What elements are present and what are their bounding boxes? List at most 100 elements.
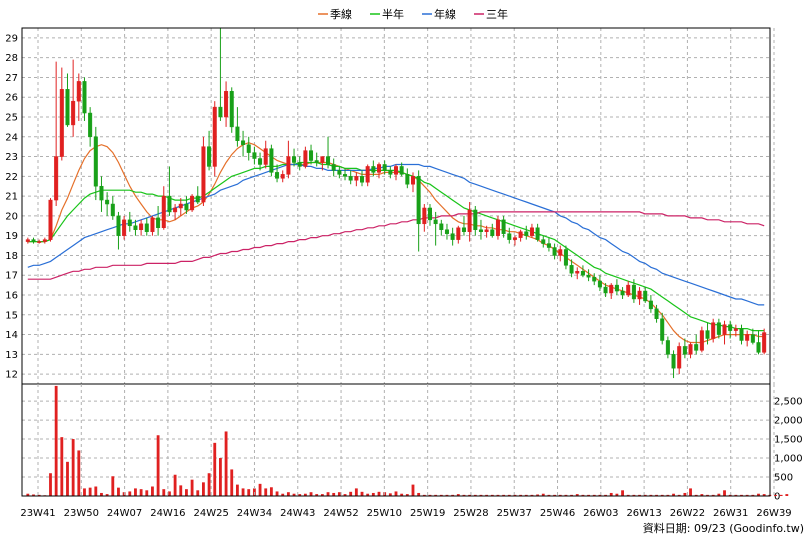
x-tick-label: 25W10 bbox=[367, 508, 402, 519]
volume-bar bbox=[422, 494, 426, 496]
volume-bar bbox=[286, 492, 290, 496]
candle-body bbox=[405, 174, 410, 185]
volume-bar bbox=[32, 494, 35, 496]
volume-bar bbox=[451, 494, 455, 496]
candle-body bbox=[258, 158, 263, 165]
volume-bar bbox=[224, 431, 228, 496]
volume-bar bbox=[388, 493, 392, 496]
x-tick-label: 24W16 bbox=[150, 508, 185, 519]
volume-bar bbox=[71, 439, 75, 496]
candle-body bbox=[643, 290, 648, 302]
candle-body bbox=[529, 227, 534, 236]
candle-body bbox=[139, 223, 144, 230]
candle-body bbox=[224, 91, 229, 118]
volume-bar bbox=[190, 479, 194, 496]
candle-body bbox=[167, 195, 172, 213]
candle-body bbox=[229, 91, 234, 128]
candle-body bbox=[660, 318, 665, 341]
volume-bar bbox=[207, 473, 211, 496]
price-plot-frame bbox=[21, 27, 771, 385]
volume-frame-border bbox=[21, 383, 771, 497]
volume-bar bbox=[575, 494, 579, 496]
candle-body bbox=[597, 280, 602, 288]
candle-body bbox=[161, 195, 166, 229]
volume-tick-label: 0 bbox=[774, 492, 780, 503]
volume-bar bbox=[139, 489, 143, 496]
candle-body bbox=[116, 215, 121, 236]
volume-bar bbox=[740, 494, 743, 496]
candle-body bbox=[592, 276, 597, 282]
price-tick-label: 27 bbox=[5, 73, 18, 84]
volume-bar bbox=[309, 492, 313, 496]
volume-bar bbox=[541, 493, 545, 496]
volume-tick-label: 500 bbox=[774, 473, 793, 484]
candle-body bbox=[688, 344, 693, 355]
candle-body bbox=[269, 148, 274, 173]
candle-body bbox=[326, 156, 331, 165]
candle-body bbox=[762, 332, 767, 353]
candle-body bbox=[478, 229, 483, 232]
candle-body bbox=[263, 148, 268, 165]
candle-body bbox=[609, 284, 614, 294]
volume-bar bbox=[281, 493, 285, 496]
candle-body bbox=[705, 330, 710, 339]
price-tick-label: 19 bbox=[5, 231, 18, 242]
candle-body bbox=[569, 265, 574, 274]
candle-body bbox=[694, 344, 699, 351]
candle-body bbox=[524, 231, 529, 236]
volume-bar bbox=[468, 494, 472, 496]
price-tick-label: 29 bbox=[5, 33, 18, 44]
x-tick-label: 24W43 bbox=[280, 508, 315, 519]
volume-bar bbox=[649, 494, 653, 496]
volume-bar bbox=[315, 494, 319, 496]
volume-bar bbox=[779, 494, 783, 496]
volume-bar bbox=[179, 485, 183, 496]
volume-bar bbox=[485, 494, 489, 496]
volume-bar bbox=[711, 494, 715, 496]
volume-bar bbox=[411, 484, 415, 496]
volume-bar bbox=[519, 494, 523, 496]
candle-body bbox=[82, 81, 87, 114]
volume-bar bbox=[343, 494, 347, 496]
volume-bar bbox=[326, 492, 330, 496]
candle-body bbox=[190, 195, 195, 211]
volume-bar bbox=[717, 493, 721, 496]
candle-body bbox=[467, 209, 472, 232]
volume-bar bbox=[275, 491, 279, 496]
volume-bar bbox=[196, 490, 200, 496]
x-tick-label: 25W37 bbox=[497, 508, 532, 519]
price-tick-label: 14 bbox=[5, 330, 18, 341]
ma-line bbox=[27, 211, 765, 280]
volume-bar bbox=[213, 442, 217, 496]
volume-bar bbox=[734, 494, 738, 496]
volume-bar bbox=[638, 494, 641, 496]
candle-body bbox=[354, 176, 359, 181]
candle-body bbox=[377, 164, 382, 173]
candle-body bbox=[297, 162, 302, 167]
volume-bar bbox=[626, 494, 630, 496]
candle-body bbox=[422, 207, 427, 225]
candle-body bbox=[241, 140, 246, 145]
candle-body bbox=[309, 150, 314, 161]
volume-bar bbox=[677, 494, 681, 496]
x-tick-label: 26W03 bbox=[583, 508, 618, 519]
volume-bar bbox=[513, 494, 517, 496]
volume-bar bbox=[570, 494, 574, 496]
candle-body bbox=[552, 247, 557, 256]
volume-bar bbox=[405, 494, 409, 496]
candle-body bbox=[671, 354, 676, 369]
volume-tick-label: 2,000 bbox=[774, 416, 803, 427]
volume-bar bbox=[479, 494, 483, 496]
volume-bar bbox=[168, 491, 171, 496]
volume-bar bbox=[162, 489, 166, 496]
candle-body bbox=[416, 176, 421, 225]
candle-body bbox=[65, 89, 70, 126]
volume-bar bbox=[496, 494, 500, 496]
volume-bar bbox=[145, 490, 149, 496]
candle-body bbox=[620, 290, 625, 296]
candle-body bbox=[110, 203, 115, 217]
x-tick-label: 25W19 bbox=[410, 508, 445, 519]
x-tick-label: 24W52 bbox=[323, 508, 358, 519]
candle-body bbox=[122, 219, 127, 236]
candle-body bbox=[711, 322, 716, 339]
